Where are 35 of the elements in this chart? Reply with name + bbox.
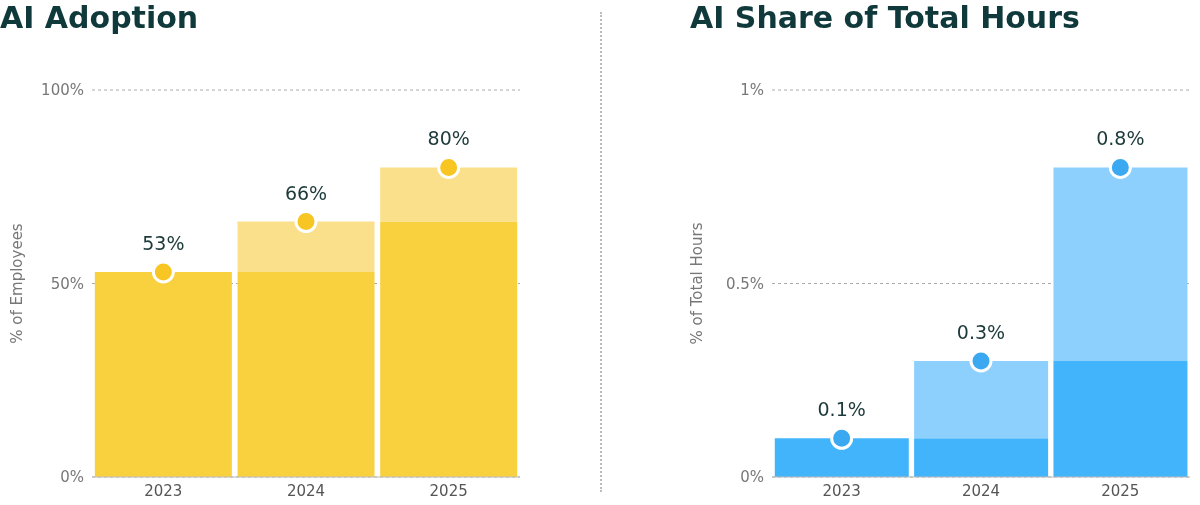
data-label: 53%: [142, 231, 185, 254]
y-axis-title: % of Total Hours: [688, 222, 707, 345]
x-tick-label: 2025: [1101, 481, 1140, 500]
y-tick-label: 0.5%: [725, 274, 764, 293]
y-tick-label: 1%: [740, 81, 764, 100]
bar: [380, 221, 518, 477]
bar: [914, 438, 1049, 477]
point: [294, 210, 318, 234]
x-tick-label: 2023: [144, 481, 183, 500]
x-tick-label: 2023: [822, 481, 861, 500]
y-axis-title: % of Employees: [8, 223, 27, 344]
data-label: 0.8%: [1096, 127, 1145, 150]
y-tick-label: 0%: [740, 468, 764, 487]
bar: [94, 271, 232, 477]
data-label: 0.3%: [956, 320, 1006, 343]
bar: [914, 360, 1049, 439]
y-tick-label: 50%: [50, 274, 84, 293]
x-tick-label: 2024: [961, 481, 1001, 500]
bar: [1053, 167, 1188, 361]
point: [151, 260, 175, 284]
bar: [1053, 360, 1188, 477]
y-tick-label: 100%: [41, 81, 84, 100]
chart-title: AI Share of Total Hours: [690, 0, 1080, 35]
data-label: 0.1%: [817, 398, 866, 421]
x-tick-label: 2024: [286, 481, 326, 500]
bar: [237, 221, 375, 272]
bar: [380, 167, 518, 222]
data-label: 80%: [427, 127, 470, 150]
y-tick-label: 0%: [60, 468, 84, 487]
point: [830, 426, 854, 450]
x-tick-label: 2025: [429, 481, 468, 500]
bar: [237, 271, 375, 477]
chart-title: AI Adoption: [0, 0, 199, 35]
point: [969, 349, 993, 373]
data-label: 66%: [284, 181, 328, 204]
